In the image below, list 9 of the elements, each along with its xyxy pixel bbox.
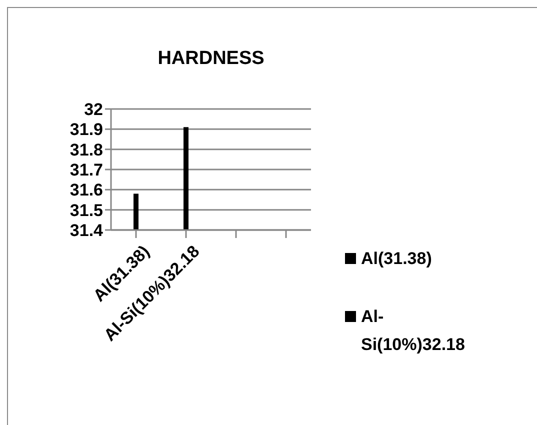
y-tick-label: 31.5	[70, 200, 103, 220]
y-tick-label: 31.6	[70, 180, 103, 200]
y-tick-label: 31.4	[70, 221, 104, 240]
chart-title: HARDNESS	[156, 48, 266, 70]
y-tick-label: 31.7	[70, 160, 103, 180]
y-tick-label: 32	[84, 100, 103, 120]
y-tick-label: 31.9	[70, 120, 103, 140]
legend-label: Al-Si(10%)32.18	[361, 306, 466, 356]
y-tick-label: 31.8	[70, 140, 103, 160]
